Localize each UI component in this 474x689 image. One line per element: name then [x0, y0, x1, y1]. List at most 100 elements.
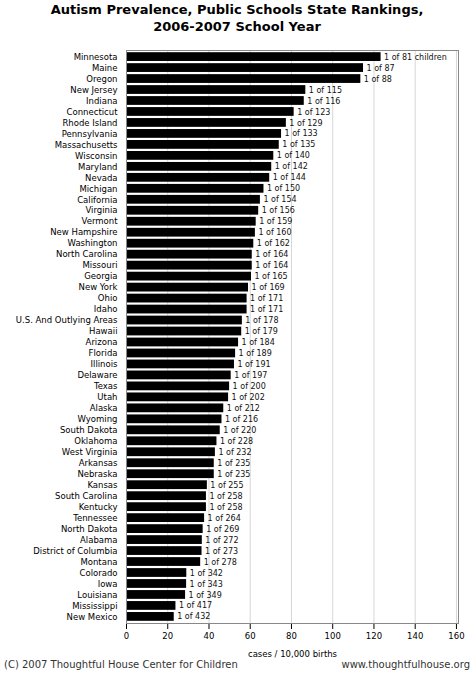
svg-text:Alabama: Alabama [80, 535, 117, 545]
svg-text:West Virginia: West Virginia [62, 447, 118, 457]
svg-text:Pennsylvania: Pennsylvania [62, 128, 118, 138]
svg-text:1 of 162: 1 of 162 [257, 239, 290, 248]
svg-text:North Dakota: North Dakota [61, 524, 118, 534]
svg-text:cases / 10,000 births: cases / 10,000 births [248, 648, 338, 658]
svg-text:20: 20 [162, 630, 173, 640]
svg-text:1 of 432: 1 of 432 [177, 612, 210, 621]
svg-text:1 of 235: 1 of 235 [217, 459, 250, 468]
svg-text:1 of 220: 1 of 220 [223, 426, 256, 435]
svg-text:1 of 278: 1 of 278 [204, 557, 237, 566]
svg-text:1 of 169: 1 of 169 [252, 283, 285, 292]
svg-text:North Carolina: North Carolina [56, 249, 117, 259]
svg-text:Georgia: Georgia [84, 271, 117, 281]
svg-text:Alaska: Alaska [90, 403, 118, 413]
svg-text:Maine: Maine [92, 63, 118, 73]
svg-text:1 of 135: 1 of 135 [282, 140, 315, 149]
svg-text:Maryland: Maryland [78, 161, 117, 171]
svg-text:60: 60 [245, 630, 256, 640]
svg-text:100: 100 [325, 630, 341, 640]
svg-text:Utah: Utah [97, 392, 117, 402]
svg-text:0: 0 [124, 630, 129, 640]
svg-text:1 of 164: 1 of 164 [255, 261, 288, 270]
svg-text:1 of 258: 1 of 258 [209, 502, 242, 511]
svg-text:California: California [77, 194, 117, 204]
svg-text:Florida: Florida [89, 348, 118, 358]
svg-text:1 of 200: 1 of 200 [233, 382, 266, 391]
svg-text:1 of 212: 1 of 212 [227, 404, 260, 413]
svg-text:1 of 191: 1 of 191 [237, 360, 270, 369]
svg-text:New Jersey: New Jersey [70, 85, 117, 95]
svg-text:Virginia: Virginia [85, 205, 117, 215]
svg-text:1 of 258: 1 of 258 [209, 492, 242, 501]
svg-text:1 of 264: 1 of 264 [208, 513, 241, 522]
svg-text:1 of 417: 1 of 417 [179, 601, 212, 610]
svg-text:Ohio: Ohio [98, 293, 118, 303]
svg-text:1 of 123: 1 of 123 [297, 107, 330, 116]
svg-text:Oklahoma: Oklahoma [74, 436, 117, 446]
svg-text:U.S. And Outlying Areas: U.S. And Outlying Areas [16, 315, 118, 325]
svg-text:Idaho: Idaho [94, 304, 118, 314]
svg-text:1 of 178: 1 of 178 [245, 316, 278, 325]
svg-text:Louisiana: Louisiana [77, 589, 117, 599]
svg-text:District of Columbia: District of Columbia [33, 546, 117, 556]
svg-text:1 of 88: 1 of 88 [364, 74, 392, 83]
svg-text:1 of 349: 1 of 349 [189, 590, 222, 599]
svg-text:Missouri: Missouri [83, 260, 118, 270]
svg-text:Minnesota: Minnesota [74, 52, 118, 62]
svg-text:1 of 160: 1 of 160 [258, 228, 291, 237]
svg-text:1 of 133: 1 of 133 [285, 129, 318, 138]
svg-text:Vermont: Vermont [82, 216, 119, 226]
svg-text:1 of 202: 1 of 202 [232, 393, 265, 402]
svg-text:1 of 269: 1 of 269 [206, 524, 239, 533]
svg-text:1 of 228: 1 of 228 [220, 437, 253, 446]
svg-text:Indiana: Indiana [86, 95, 117, 105]
svg-text:1 of 81 children: 1 of 81 children [384, 52, 447, 61]
svg-text:1 of 165: 1 of 165 [254, 272, 287, 281]
svg-text:Wyoming: Wyoming [78, 414, 118, 424]
svg-text:Colorado: Colorado [80, 568, 118, 578]
svg-text:Texas: Texas [93, 381, 118, 391]
svg-text:South Dakota: South Dakota [60, 425, 118, 435]
svg-text:1 of 154: 1 of 154 [263, 195, 296, 204]
svg-text:Connecticut: Connecticut [67, 106, 119, 116]
svg-text:120: 120 [366, 630, 382, 640]
svg-text:New York: New York [79, 282, 118, 292]
svg-text:140: 140 [407, 630, 423, 640]
svg-text:1 of 87: 1 of 87 [367, 63, 395, 72]
svg-text:South Carolina: South Carolina [55, 491, 117, 501]
svg-text:Illinois: Illinois [91, 359, 119, 369]
svg-text:Kentucky: Kentucky [79, 502, 118, 512]
svg-text:1 of 142: 1 of 142 [275, 162, 308, 171]
svg-text:80: 80 [286, 630, 297, 640]
svg-text:New Hampshire: New Hampshire [50, 227, 117, 237]
svg-text:1 of 255: 1 of 255 [210, 481, 243, 490]
svg-text:1 of 189: 1 of 189 [239, 349, 272, 358]
svg-text:1 of 179: 1 of 179 [245, 327, 278, 336]
svg-text:Montana: Montana [80, 557, 117, 567]
svg-text:1 of 184: 1 of 184 [242, 338, 275, 347]
svg-text:1 of 156: 1 of 156 [262, 206, 295, 215]
svg-text:1 of 171: 1 of 171 [250, 294, 283, 303]
svg-text:1 of 342: 1 of 342 [190, 568, 223, 577]
svg-text:Delaware: Delaware [77, 370, 117, 380]
svg-text:Arizona: Arizona [86, 337, 118, 347]
svg-text:Oregon: Oregon [86, 74, 117, 84]
svg-text:New Mexico: New Mexico [67, 611, 118, 621]
svg-text:Mississippi: Mississippi [72, 600, 117, 610]
svg-text:1 of 235: 1 of 235 [217, 470, 250, 479]
svg-text:Kansas: Kansas [87, 480, 118, 490]
svg-text:1 of 164: 1 of 164 [255, 250, 288, 259]
svg-text:1 of 115: 1 of 115 [309, 85, 342, 94]
svg-text:1 of 144: 1 of 144 [273, 173, 306, 182]
svg-text:1 of 216: 1 of 216 [225, 415, 258, 424]
svg-text:Nebraska: Nebraska [77, 469, 117, 479]
svg-text:40: 40 [204, 630, 215, 640]
svg-text:Hawaii: Hawaii [89, 326, 117, 336]
svg-text:1 of 272: 1 of 272 [205, 535, 238, 544]
svg-text:1 of 197: 1 of 197 [234, 371, 267, 380]
svg-text:1 of 232: 1 of 232 [218, 448, 251, 457]
svg-text:Washington: Washington [68, 238, 118, 248]
svg-text:1 of 129: 1 of 129 [289, 118, 322, 127]
svg-text:1 of 116: 1 of 116 [307, 96, 340, 105]
svg-text:Michigan: Michigan [79, 183, 117, 193]
